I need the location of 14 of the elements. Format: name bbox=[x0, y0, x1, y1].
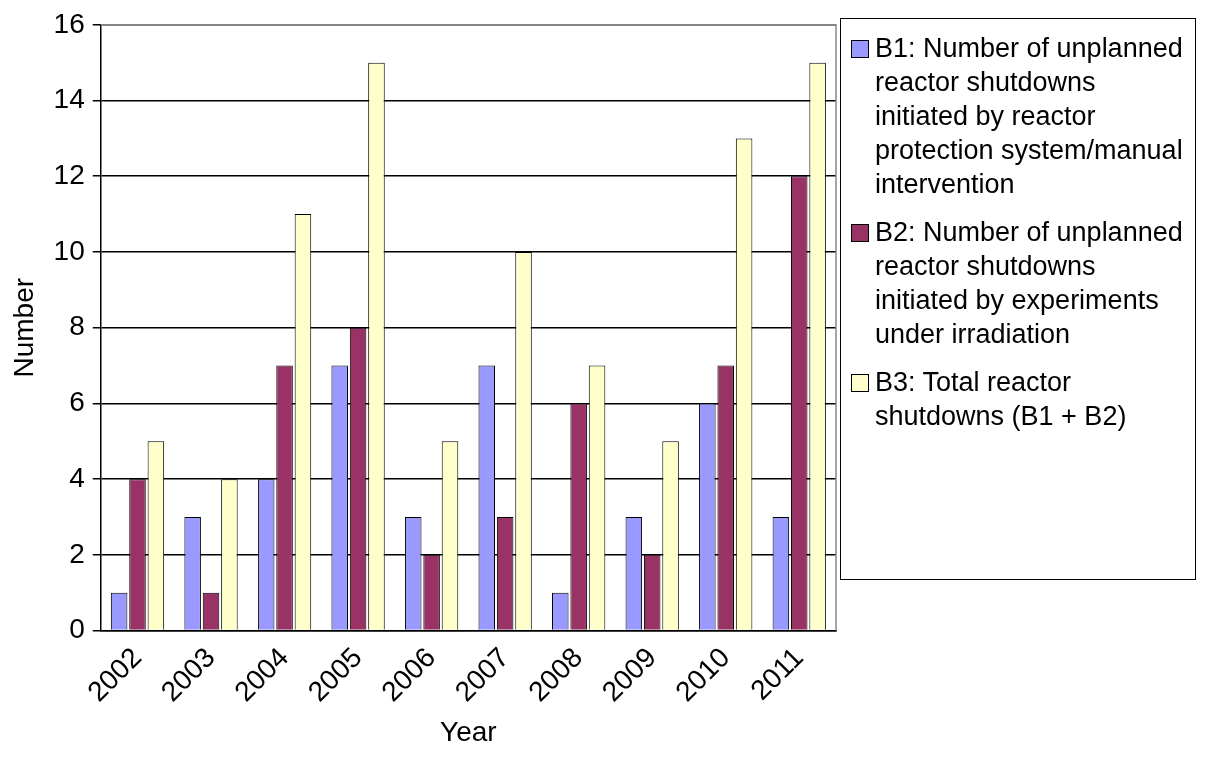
y-tick-label: 10 bbox=[53, 234, 85, 266]
y-tick-label: 4 bbox=[69, 461, 85, 493]
legend-label: B2: Number of unplanned reactor shutdowns initiated by experiments under irradiation bbox=[875, 216, 1184, 351]
legend-label: B3: Total reactor shutdowns (B1 + B2) bbox=[875, 366, 1128, 433]
y-tick-label: 16 bbox=[53, 7, 85, 39]
y-tick-label: 6 bbox=[69, 386, 85, 418]
y-tick-label: 12 bbox=[53, 158, 85, 190]
x-axis-title: Year bbox=[440, 715, 497, 747]
legend-label: B1: Number of unplanned reactor shutdowns initiated by reactor protection system/manual intervention bbox=[875, 32, 1184, 201]
y-tick-label: 2 bbox=[69, 537, 85, 569]
y-tick-label: 0 bbox=[69, 613, 85, 645]
y-tick-label: 14 bbox=[53, 83, 85, 115]
y-tick-label: 8 bbox=[69, 310, 85, 342]
y-axis-title: Number bbox=[7, 277, 39, 378]
